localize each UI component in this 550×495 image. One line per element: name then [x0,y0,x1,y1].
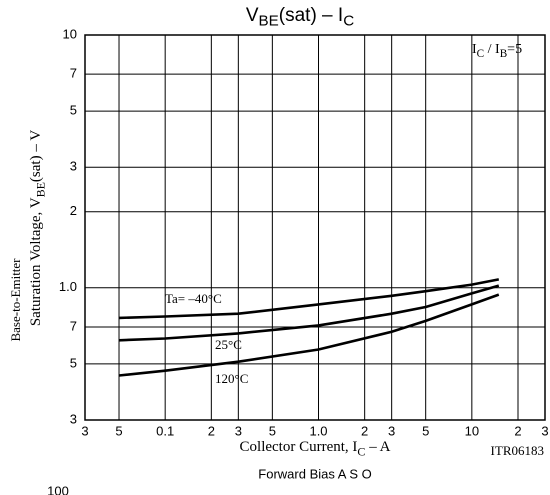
x-tick-label: 1.0 [309,423,327,438]
x-tick-label: 2 [514,423,521,438]
annotation-part: =5 [507,42,522,57]
y-tick-label: 7 [70,318,77,333]
x-tick-label: 3 [388,423,395,438]
chart-title-part: V [246,5,259,26]
curve-label: 25°C [215,337,242,352]
x-axis-label-part: – A [365,439,390,455]
y-tick-label: 2 [70,203,77,218]
x-tick-label: 5 [269,423,276,438]
y-tick-label: 5 [70,355,77,370]
annotation-part: / I [484,42,500,57]
x-tick-label: 5 [115,423,122,438]
annotation-part: I [472,42,477,57]
y-tick-label: 10 [63,26,77,41]
curve [118,293,500,377]
x-tick-label: 2 [361,423,368,438]
y-tick-label: 5 [70,103,77,118]
chart-title-part: (sat) – I [279,5,343,26]
figure-code: ITR06183 [491,443,544,458]
curve [118,284,500,342]
y-tick-label: 3 [70,411,77,426]
y-axis-label: Saturation Voltage, VBE(sat) – V [28,130,47,326]
x-tick-label: 3 [81,423,88,438]
annotation-part: B [500,48,507,60]
y-axis-label-part: BE [33,182,47,197]
x-tick-label: 3 [235,423,242,438]
x-axis-label: Collector Current, IC – A [240,439,391,458]
chart-title: VBE(sat) – IC [246,5,354,30]
plot-frame [84,34,546,421]
y-tick-label: 3 [70,159,77,174]
chart-title-part: C [343,13,354,30]
x-axis-label-part: C [357,444,365,458]
x-tick-label: 0.1 [156,423,174,438]
annotation-part: C [477,48,484,60]
x-axis-label-part: Collector Current, I [240,439,358,455]
x-tick-label: 10 [465,423,479,438]
y-tick-label: 1.0 [59,279,77,294]
next-chart-tick: 100 [47,483,69,495]
curve [118,278,500,320]
chart-title-part: BE [259,13,279,30]
y-tick-label: 7 [70,66,77,81]
y-axis-label-part: (sat) – V [28,130,44,182]
annotation: IC / IB=5 [472,42,522,60]
x-tick-label: 3 [541,423,548,438]
x-tick-label: 2 [208,423,215,438]
y-axis-label-part: Saturation Voltage, V [28,197,44,326]
curve-label: Ta= –40°C [165,291,222,306]
next-chart-title: Forward Bias A S O [258,466,371,481]
x-tick-label: 5 [422,423,429,438]
y-axis-label: Base-to-Emitter [8,258,23,342]
curve-label: 120°C [215,371,248,386]
